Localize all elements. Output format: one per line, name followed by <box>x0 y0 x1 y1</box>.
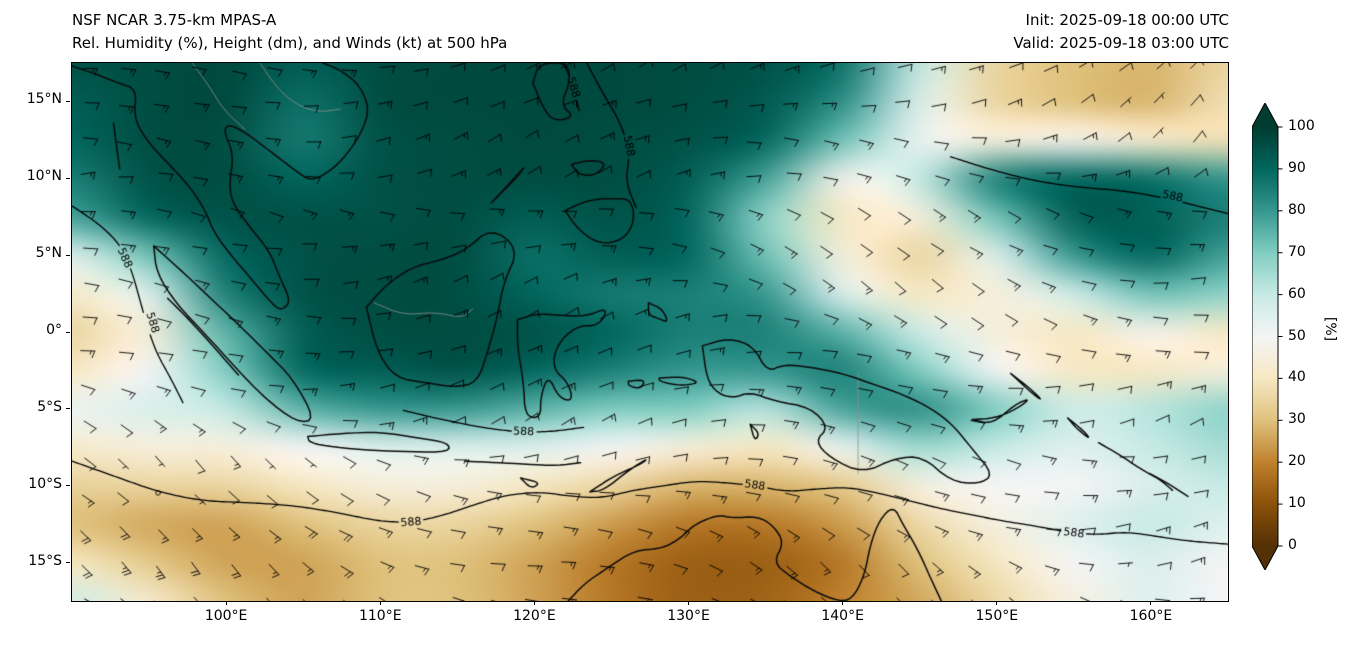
map-plot-area <box>71 62 1229 602</box>
colorbar-tick-label: 10 <box>1288 495 1306 512</box>
colorbar-tick-label: 60 <box>1288 285 1306 302</box>
x-tick-label: 110°E <box>358 608 402 624</box>
colorbar-tick-label: 0 <box>1288 537 1297 553</box>
x-tick-label: 130°E <box>667 608 710 624</box>
x-axis-tick <box>379 601 381 605</box>
x-tick-label: 120°E <box>513 608 556 624</box>
init-time: Init: 2025-09-18 00:00 UTC <box>1025 11 1229 29</box>
colorbar-tick-label: 90 <box>1288 159 1306 176</box>
map-canvas <box>72 63 1228 601</box>
x-tick-label: 160°E <box>1129 608 1173 624</box>
colorbar-tick-label: 100 <box>1288 118 1315 134</box>
x-tick-label: 150°E <box>975 608 1019 624</box>
y-tick-label: 15°S <box>28 552 62 569</box>
y-axis-tick <box>66 408 70 410</box>
x-axis-tick <box>1150 601 1152 605</box>
x-tick-label: 140°E <box>821 608 864 624</box>
y-axis-tick <box>66 485 70 487</box>
plot-subtitle: Rel. Humidity (%), Height (dm), and Wind… <box>72 34 508 52</box>
colorbar-tick-label: 50 <box>1288 327 1306 344</box>
x-axis-tick <box>688 601 690 605</box>
plot-title: NSF NCAR 3.75-km MPAS-A <box>72 11 277 29</box>
colorbar-label: [%] <box>1322 316 1339 342</box>
colorbar-tick-label: 40 <box>1288 369 1306 386</box>
colorbar-tick-label: 70 <box>1288 243 1306 260</box>
y-axis-tick <box>66 562 70 564</box>
y-tick-label: 5°S <box>37 398 62 415</box>
y-tick-label: 10°S <box>28 475 62 492</box>
y-tick-label: 15°N <box>26 91 62 108</box>
x-axis-tick <box>533 601 535 605</box>
y-axis-tick <box>66 331 70 333</box>
y-axis-tick <box>66 254 70 256</box>
colorbar-tick-label: 20 <box>1288 453 1306 470</box>
colorbar-tick-label: 30 <box>1288 411 1306 428</box>
title-block: NSF NCAR 3.75-km MPAS-A Rel. Humidity (%… <box>72 9 507 55</box>
x-tick-label: 100°E <box>204 608 248 624</box>
colorbar-gradient <box>1252 103 1279 570</box>
colorbar-ticks <box>1278 126 1283 547</box>
y-tick-label: 10°N <box>26 168 62 185</box>
valid-time: Valid: 2025-09-18 03:00 UTC <box>1013 34 1229 52</box>
colorbar <box>1252 103 1283 570</box>
colorbar-tick-label: 80 <box>1288 201 1306 218</box>
x-axis-tick <box>225 601 227 605</box>
x-axis-tick <box>842 601 844 605</box>
x-axis-tick <box>996 601 998 605</box>
y-axis-tick <box>66 100 70 102</box>
y-tick-label: 5°N <box>35 245 62 262</box>
y-tick-label: 0° <box>46 322 62 338</box>
y-axis-tick <box>66 177 70 179</box>
time-block: Init: 2025-09-18 00:00 UTC Valid: 2025-0… <box>1013 9 1229 55</box>
